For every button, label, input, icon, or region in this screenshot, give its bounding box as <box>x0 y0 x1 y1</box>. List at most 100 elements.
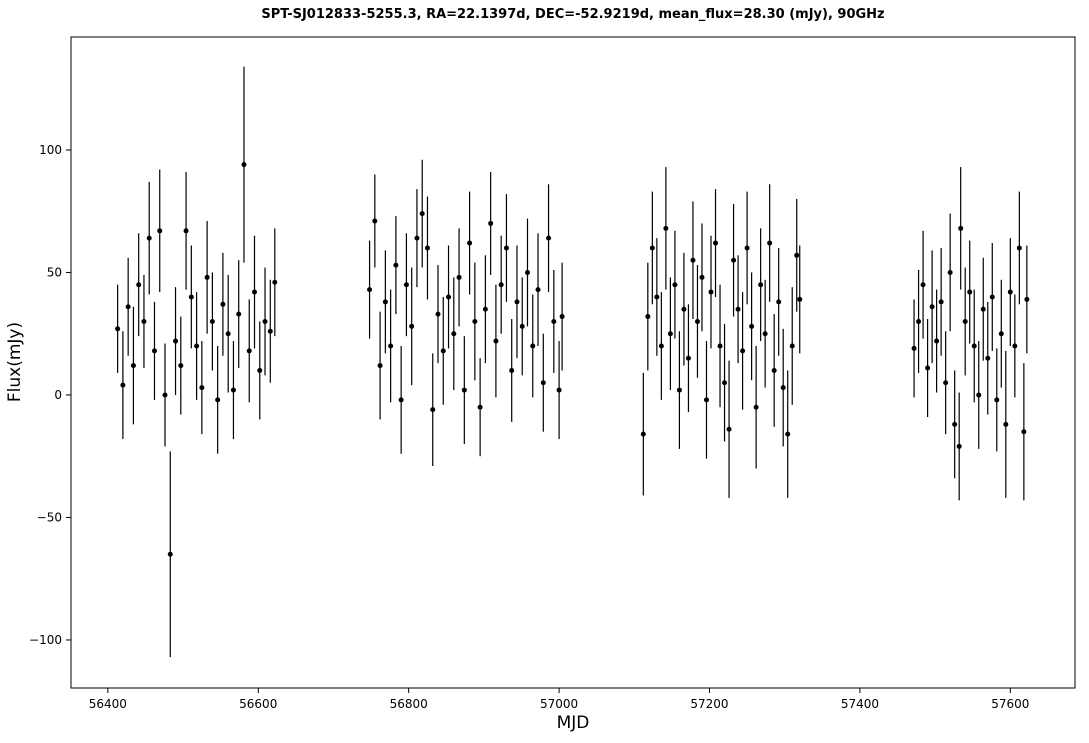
data-point <box>367 287 373 293</box>
data-point <box>440 348 446 354</box>
data-point <box>461 387 467 393</box>
data-point <box>920 282 926 288</box>
data-point <box>551 318 557 324</box>
data-point <box>794 252 800 258</box>
data-point <box>382 299 388 305</box>
data-point <box>488 220 494 226</box>
data-point <box>559 314 565 320</box>
data-point <box>1024 296 1030 302</box>
data-point <box>1007 289 1013 295</box>
data-point <box>767 240 773 246</box>
y-tick-label: 50 <box>47 265 62 279</box>
data-point <box>958 225 964 231</box>
data-point <box>430 407 436 413</box>
data-point <box>667 331 673 337</box>
data-point <box>252 289 258 295</box>
data-point <box>934 338 940 344</box>
y-tick-label: −50 <box>37 510 62 524</box>
data-point <box>498 282 504 288</box>
data-point <box>178 363 184 369</box>
data-point <box>694 318 700 324</box>
data-point <box>546 235 552 241</box>
data-point <box>530 343 536 349</box>
x-tick-label: 56400 <box>89 697 127 711</box>
data-point <box>1021 429 1027 435</box>
data-point <box>708 289 714 295</box>
data-point <box>435 311 441 317</box>
plot-frame <box>70 36 1076 689</box>
y-tick-label: −100 <box>29 633 62 647</box>
x-axis-label: MJD <box>557 713 590 733</box>
data-point <box>681 306 687 312</box>
data-point <box>916 318 922 324</box>
data-point <box>120 382 126 388</box>
data-point <box>780 385 786 391</box>
data-point <box>388 343 394 349</box>
data-point <box>985 355 991 361</box>
data-point <box>938 299 944 305</box>
data-point <box>925 365 931 371</box>
data-point <box>230 387 236 393</box>
data-point <box>414 235 420 241</box>
data-point <box>762 331 768 337</box>
data-point <box>947 269 953 275</box>
y-tick-label: 100 <box>39 143 62 157</box>
data-point <box>372 218 378 224</box>
data-point <box>789 343 795 349</box>
y-tick-label: 0 <box>54 388 62 402</box>
data-point <box>514 299 520 305</box>
data-point <box>699 274 705 280</box>
data-point <box>267 328 273 334</box>
data-point <box>956 443 962 449</box>
data-point <box>419 211 425 217</box>
data-point <box>556 387 562 393</box>
data-point <box>525 269 531 275</box>
data-point <box>257 367 263 373</box>
x-tick-label: 57400 <box>841 697 879 711</box>
data-point <box>493 338 499 344</box>
data-point <box>640 431 646 437</box>
data-point <box>690 257 696 263</box>
data-point <box>976 392 982 398</box>
data-point <box>151 348 157 354</box>
data-point <box>726 426 732 432</box>
data-point <box>141 318 147 324</box>
data-point <box>241 162 247 168</box>
data-point <box>685 355 691 361</box>
data-point <box>446 294 452 300</box>
data-point <box>744 245 750 251</box>
data-point <box>989 294 995 300</box>
data-point <box>962 318 968 324</box>
data-point <box>663 225 669 231</box>
data-point <box>183 228 189 234</box>
data-point <box>409 323 415 329</box>
data-point <box>225 331 231 337</box>
data-point <box>209 318 215 324</box>
data-point <box>503 245 509 251</box>
data-point <box>456 274 462 280</box>
data-point <box>645 314 651 320</box>
data-point <box>535 287 541 293</box>
data-point <box>540 380 546 386</box>
data-point <box>403 282 409 288</box>
chart-title: SPT-SJ012833-5255.3, RA=22.1397d, DEC=-5… <box>261 7 884 22</box>
data-point <box>658 343 664 349</box>
data-point <box>672 282 678 288</box>
x-tick-label: 57600 <box>991 697 1029 711</box>
data-point <box>199 385 205 391</box>
data-point <box>167 551 173 557</box>
data-point <box>204 274 210 280</box>
data-point <box>482 306 488 312</box>
data-point <box>173 338 179 344</box>
x-tick-label: 57200 <box>690 697 728 711</box>
data-point <box>971 343 977 349</box>
data-point <box>776 299 782 305</box>
data-point <box>115 326 121 332</box>
data-point <box>162 392 168 398</box>
x-tick-label: 56600 <box>239 697 277 711</box>
data-point <box>731 257 737 263</box>
data-point <box>980 306 986 312</box>
data-point <box>1016 245 1022 251</box>
data-point <box>451 331 457 337</box>
data-point <box>130 363 136 369</box>
